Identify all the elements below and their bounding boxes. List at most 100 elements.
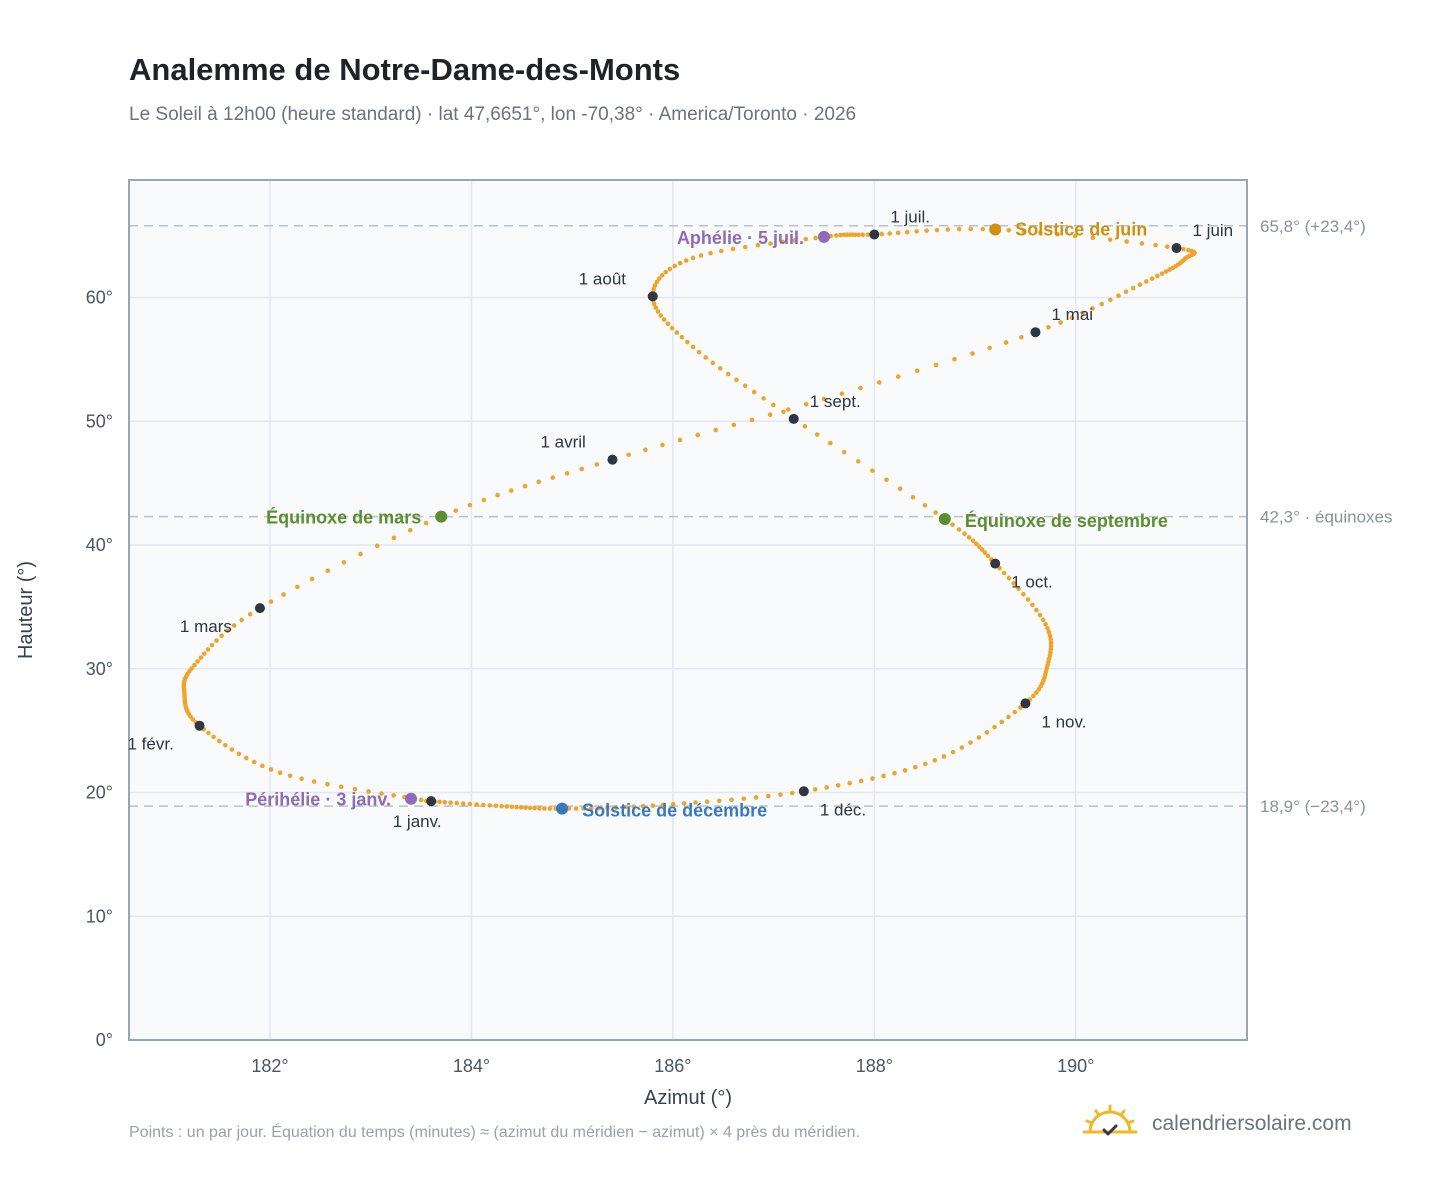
daily-sun-position [710, 360, 716, 366]
daily-sun-position [189, 666, 194, 671]
daily-sun-position [695, 432, 701, 438]
daily-sun-position [979, 547, 985, 552]
daily-sun-position [229, 747, 235, 752]
daily-sun-position [833, 233, 839, 238]
daily-sun-position [423, 520, 429, 526]
daily-sun-position [643, 447, 648, 453]
daily-sun-position [214, 638, 219, 643]
daily-sun-position [1047, 633, 1053, 639]
daily-sun-position [1011, 581, 1017, 586]
daily-sun-position [855, 459, 861, 464]
y-tick-label: 50° [86, 411, 113, 431]
daily-sun-position [1001, 570, 1007, 576]
daily-sun-position [205, 647, 211, 652]
daily-sun-position [717, 366, 723, 371]
daily-sun-position [581, 806, 586, 811]
daily-sun-position [933, 362, 939, 368]
daily-sun-position [959, 745, 965, 750]
daily-sun-position [631, 804, 637, 809]
daily-sun-position [206, 730, 211, 736]
daily-sun-position [856, 232, 861, 238]
daily-sun-position [352, 786, 358, 792]
daily-sun-position [734, 377, 739, 383]
daily-sun-position [223, 742, 228, 748]
daily-sun-position [487, 803, 493, 808]
daily-sun-position [564, 471, 570, 476]
daily-sun-position [504, 804, 510, 809]
daily-sun-position [1016, 586, 1021, 592]
daily-sun-position [391, 793, 396, 798]
daily-sun-position [718, 248, 724, 254]
daily-sun-position [1048, 637, 1054, 642]
daily-sun-position [751, 389, 757, 395]
daily-sun-position [1021, 229, 1027, 234]
daily-sun-position [945, 227, 951, 232]
daily-sun-position [499, 803, 504, 809]
daily-sun-position [653, 305, 659, 310]
daily-sun-position [1181, 246, 1186, 252]
daily-sun-position [914, 229, 919, 234]
brand-name[interactable]: calendriersolaire.com [1152, 1112, 1352, 1135]
daily-sun-position [550, 475, 556, 480]
daily-sun-position [655, 309, 661, 314]
event-label: Équinoxe de septembre [965, 510, 1168, 531]
brand[interactable]: calendriersolaire.com [1082, 1104, 1352, 1144]
daily-sun-position [268, 767, 274, 772]
daily-sun-position [956, 527, 962, 532]
event-marker [938, 513, 951, 526]
daily-sun-position [1036, 687, 1042, 692]
daily-sun-position [690, 255, 696, 261]
y-tick-label: 30° [86, 659, 113, 679]
daily-sun-position [679, 334, 685, 340]
daily-sun-position [1143, 279, 1149, 284]
daily-sun-position [870, 468, 875, 473]
daily-sun-position [651, 286, 657, 292]
daily-sun-position [902, 768, 908, 773]
daily-sun-position [729, 797, 734, 803]
daily-sun-position [209, 642, 215, 648]
daily-sun-position [1153, 242, 1158, 248]
daily-sun-position [1006, 714, 1011, 720]
daily-sun-position [467, 801, 473, 807]
daily-sun-position [391, 535, 397, 541]
daily-sun-position [542, 806, 547, 811]
daily-sun-position [1137, 282, 1143, 287]
daily-sun-position [198, 655, 204, 660]
daily-sun-position [910, 494, 916, 500]
month-marker [1171, 243, 1182, 254]
daily-sun-position [725, 371, 731, 377]
x-tick-label: 186° [654, 1056, 691, 1076]
daily-sun-position [661, 317, 667, 322]
daily-sun-position [812, 787, 818, 792]
daily-sun-position [914, 368, 920, 374]
daily-sun-position [933, 510, 938, 515]
daily-sun-position [518, 805, 524, 810]
reference-lines: 65,8° (+23,4°) 42,3° · équinoxes 18,9° (−2… [129, 217, 1393, 816]
month-marker [254, 603, 265, 614]
daily-sun-position [295, 584, 300, 590]
y-tick-label: 20° [86, 783, 113, 803]
month-marker [426, 796, 437, 807]
daily-sun-position [768, 241, 773, 246]
daily-sun-position [379, 791, 384, 796]
daily-sun-position [708, 250, 713, 256]
daily-sun-position [761, 396, 766, 401]
daily-sun-position [236, 751, 242, 757]
daily-sun-position [962, 531, 967, 537]
x-tick-label: 188° [856, 1056, 893, 1076]
daily-sun-position [690, 344, 696, 350]
daily-sun-position [532, 805, 537, 811]
daily-sun-position [1021, 591, 1026, 597]
daily-sun-position [1046, 325, 1051, 330]
daily-sun-position [970, 351, 975, 356]
event-label: Solstice de décembre [582, 801, 767, 821]
daily-sun-position [813, 235, 818, 241]
daily-sun-position [1006, 575, 1012, 581]
daily-sun-position [660, 802, 666, 808]
daily-sun-position [1025, 597, 1031, 602]
month-marker [788, 413, 799, 424]
daily-sun-position [219, 633, 224, 639]
event-marker [435, 510, 448, 523]
daily-sun-position [594, 462, 600, 467]
daily-sun-position [828, 440, 833, 446]
